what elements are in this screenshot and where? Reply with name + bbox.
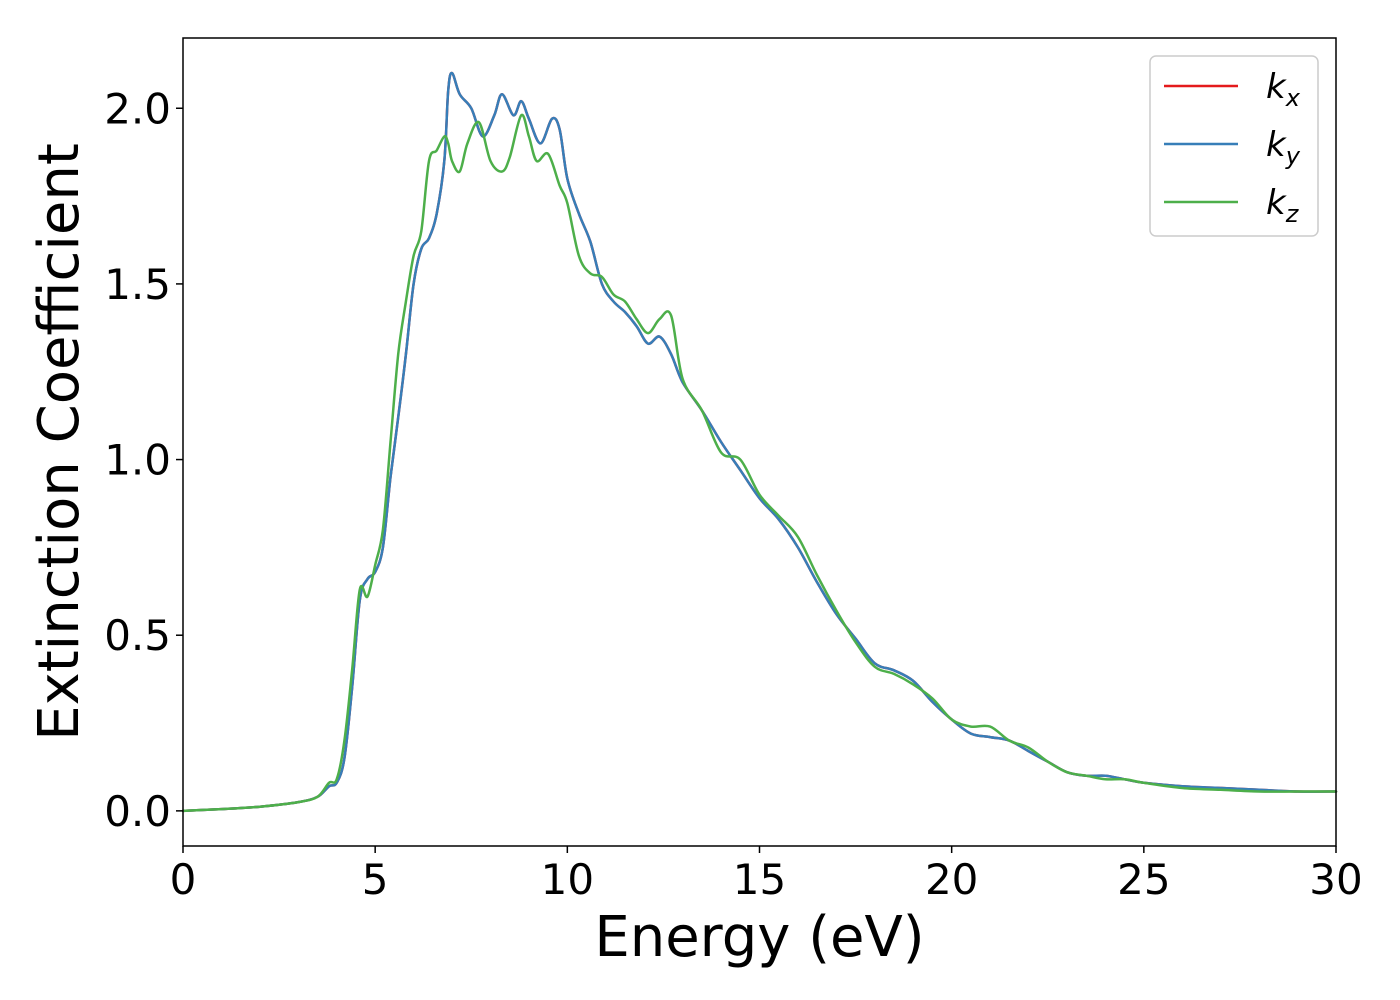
y-tick-label: 1.0 bbox=[104, 436, 171, 485]
ticks-layer: 0 5 10 15 20 25 30 0.0 0.5 1.0 1.5 2.0 bbox=[104, 84, 1363, 904]
series-line-ky bbox=[181, 71, 1338, 813]
x-tick-label: 10 bbox=[541, 855, 594, 904]
x-axis-title: Energy (eV) bbox=[594, 905, 924, 970]
legend-box bbox=[1149, 55, 1319, 237]
y-tick-label: 1.5 bbox=[104, 260, 171, 309]
x-tick-label: 30 bbox=[1309, 855, 1362, 904]
y-axis-title: Extinction Coefficient bbox=[27, 143, 92, 741]
x-tick-label: 25 bbox=[1117, 855, 1170, 904]
y-tick-label: 0.0 bbox=[104, 787, 171, 836]
x-tick-label: 5 bbox=[362, 855, 389, 904]
x-tick-label: 15 bbox=[733, 855, 786, 904]
y-tick-label: 2.0 bbox=[104, 84, 171, 133]
y-tick-label: 0.5 bbox=[104, 611, 171, 660]
x-tick-label: 20 bbox=[925, 855, 978, 904]
series-layer bbox=[181, 71, 1338, 813]
legend-label-kx: kx bbox=[1266, 67, 1301, 112]
x-tick-label: 0 bbox=[170, 855, 197, 904]
series-line-kz bbox=[181, 113, 1338, 813]
